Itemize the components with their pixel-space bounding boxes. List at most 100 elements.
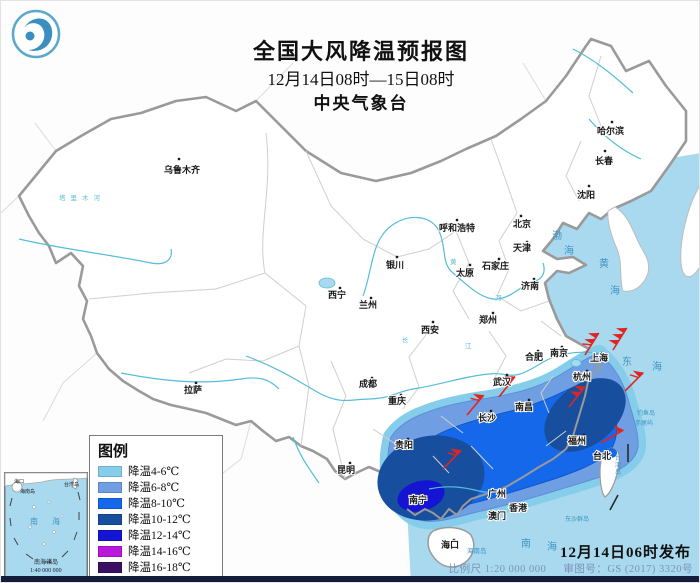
legend-swatch [98, 497, 122, 509]
city-label: 成都 [359, 378, 377, 389]
legend-swatch [98, 561, 122, 573]
city-label: 南昌 [515, 401, 533, 412]
wind-barb-shaft [568, 386, 586, 408]
sea-label: 海 [652, 360, 662, 373]
inset-sea-label: 南 海 [30, 516, 66, 526]
city-dot [525, 240, 529, 244]
city-label: 天津 [513, 242, 531, 253]
city-dot [505, 373, 509, 377]
city-label: 福州 [567, 435, 586, 446]
city-label: 重庆 [388, 395, 406, 406]
sea-label: 河 [495, 294, 502, 302]
wind-barb-tick [582, 343, 592, 346]
hainan-island [427, 526, 475, 568]
wind-barb-flag [587, 332, 599, 339]
legend-swatch [98, 513, 122, 525]
sea-label: 渤 [552, 229, 562, 242]
sea-label: 海 [547, 540, 557, 553]
valid-period: 12月14日08时—15日08时 [267, 69, 455, 89]
cma-logo [11, 9, 61, 59]
legend-item: 降温10-12℃ [98, 511, 215, 527]
sea-label: 台湾岛 [615, 454, 621, 476]
city-dot [532, 277, 536, 281]
city-label: 济南 [521, 280, 539, 291]
city-dot [468, 263, 472, 267]
city-dot [455, 218, 459, 222]
city-dot [491, 311, 495, 315]
legend-item: 降温12-14℃ [98, 527, 215, 543]
inset-islands-label: 南海诸岛 [34, 558, 58, 566]
sea-label: 海南岛 [467, 546, 487, 555]
city-dot [560, 345, 564, 349]
sea-label: 塔里木河 [59, 193, 105, 202]
legend-label: 降温16-18℃ [128, 562, 191, 574]
city-label: 杭州 [573, 371, 591, 382]
city-label: 澳门 [488, 510, 506, 521]
legend-swatch [98, 529, 122, 541]
sea-label: 东沙群岛 [565, 515, 589, 523]
bottom-bar [1, 576, 699, 582]
wind-barb [568, 385, 586, 408]
city-dot [605, 449, 609, 453]
wind-barb [600, 425, 624, 444]
wind-barb [582, 332, 600, 356]
inset-taiwan-label: 台湾岛 [64, 481, 79, 488]
city-dot [497, 511, 501, 515]
city-label: 合肥 [525, 351, 543, 362]
coastline [406, 352, 603, 521]
wind-barb [466, 393, 485, 416]
city-label: 武汉 [493, 376, 512, 387]
city-dot [519, 214, 523, 218]
city-label: 呼和浩特 [439, 222, 475, 233]
wind-barb-tick [629, 374, 639, 379]
inset-hainan [11, 481, 23, 493]
wind-barb-tick [498, 383, 508, 387]
city-dot [194, 381, 198, 385]
city-dot [518, 502, 522, 506]
city-label: 西安 [421, 324, 439, 335]
city-dot [527, 398, 531, 402]
city-label: 太原 [455, 267, 474, 278]
legend-swatch [98, 545, 122, 557]
inset-scale-label: 1:40 000 000 [30, 568, 62, 574]
city-dot [587, 184, 591, 188]
wind-barb-shaft [466, 394, 485, 416]
city-label: 石家庄 [481, 260, 509, 271]
city-label: 南京 [550, 347, 568, 358]
city-label: 南宁 [409, 494, 427, 505]
legend-item: 降温4-6℃ [98, 463, 215, 479]
map-scale: 比例尺 1:20 000 000 [448, 564, 547, 575]
south-china-sea-inset: 海口 海南岛 台湾岛 南 海 南海诸岛 1:40 000 000 [4, 472, 88, 578]
wind-barb-flag [569, 391, 581, 397]
legend-item: 降温8-10℃ [98, 495, 215, 511]
city-label: 长沙 [478, 412, 496, 423]
legend-label: 降温6-8℃ [128, 482, 180, 494]
city-label: 银川 [386, 259, 404, 270]
city-label: 香港 [508, 502, 528, 513]
legend-swatch [98, 481, 122, 493]
inset-taiwan [71, 477, 79, 490]
taiwan-island [599, 447, 621, 498]
wind-barb-flag [612, 333, 624, 339]
city-label: 西宁 [328, 289, 346, 300]
title-block: 全国大风降温预报图 12月14日08时—15日08时 中央气象台 [191, 37, 531, 116]
legend-box: 图例 降温4-6℃ 降温6-8℃ 降温8-10℃ 降温10-12℃ 降温12-14℃ 降温… [89, 435, 223, 580]
city-dot [585, 369, 589, 373]
city-label: 长春 [595, 155, 614, 166]
wind-barb-flag [613, 425, 624, 433]
legend-swatch [98, 465, 122, 477]
wind-barb [498, 375, 516, 398]
legend-label: 降温12-14℃ [128, 530, 191, 542]
wind-barb-tick [470, 397, 480, 402]
sea-label: 海 [610, 284, 620, 297]
wind-barb-flag [608, 339, 620, 345]
city-dot [603, 149, 607, 153]
city-label: 郑州 [479, 314, 497, 325]
city-label: 贵阳 [395, 439, 413, 450]
legend-label: 降温10-12℃ [128, 514, 191, 526]
band-10-12-east [544, 378, 626, 452]
province-borders [88, 55, 604, 480]
legend-label: 降温14-16℃ [128, 546, 191, 558]
